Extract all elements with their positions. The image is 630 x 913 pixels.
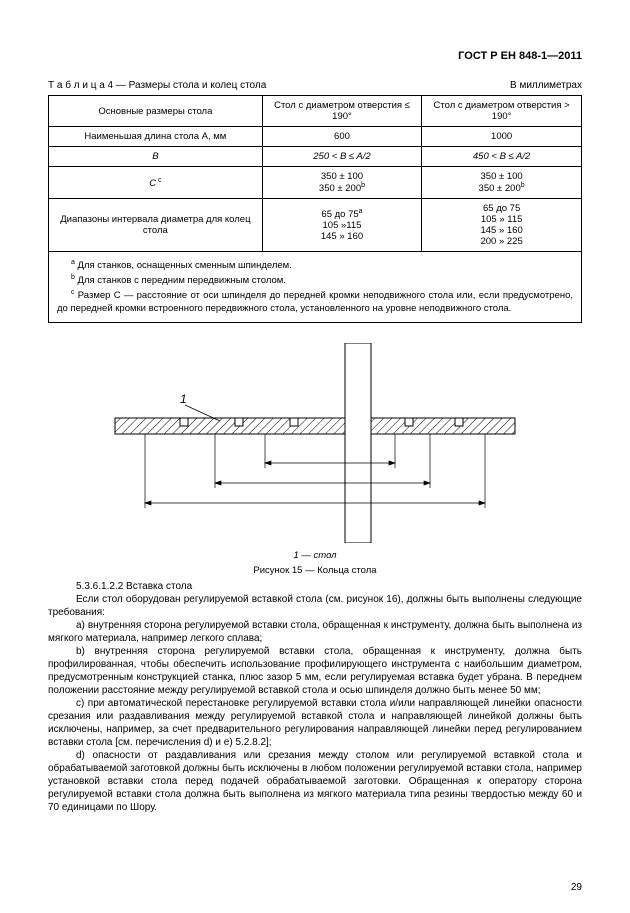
section-number: 5.3.6.1.2.2 Вставка стола <box>48 580 582 593</box>
table-title-row: Т а б л и ц а 4 — Размеры стола и колец … <box>48 80 582 91</box>
paragraph: b) внутренняя сторона регулируемой встав… <box>48 645 582 697</box>
document-id: ГОСТ Р ЕН 848-1—2011 <box>48 50 582 62</box>
table-label: Т а б л и ц а 4 — Размеры стола и колец … <box>48 80 266 91</box>
table-row: Диапазоны интервала диаметра для колец с… <box>49 199 582 252</box>
cell: 350 ± 100 350 ± 200b <box>262 167 421 199</box>
cell: 600 <box>262 127 421 147</box>
paragraph: a) внутренняя сторона регулируемой встав… <box>48 619 582 645</box>
cell: C c <box>49 167 263 199</box>
table-row: C c 350 ± 100 350 ± 200b 350 ± 100 350 ±… <box>49 167 582 199</box>
table-4: Основные размеры стола Стол с диаметром … <box>48 95 582 252</box>
table-row: Основные размеры стола Стол с диаметром … <box>49 96 582 127</box>
head-col2: Стол с диаметром отверстия > 190° <box>422 96 582 127</box>
table-row: B 250 < B ≤ A/2 450 < B ≤ A/2 <box>49 147 582 167</box>
paragraph: c) при автоматической перестановке регул… <box>48 697 582 749</box>
callout-1: 1 <box>180 392 187 406</box>
cell: Диапазоны интервала диаметра для колец с… <box>49 199 263 252</box>
page-number: 29 <box>571 882 582 893</box>
figure-caption: Рисунок 15 — Кольца стола <box>48 565 582 576</box>
cell: B <box>49 147 263 167</box>
cell: 350 ± 100 350 ± 200b <box>422 167 582 199</box>
cell: 1000 <box>422 127 582 147</box>
paragraph: Если стол оборудован регулируемой вставк… <box>48 593 582 619</box>
cell: 65 до 75a 105 »115 145 » 160 <box>262 199 421 252</box>
head-col0: Основные размеры стола <box>49 96 263 127</box>
cell: 250 < B ≤ A/2 <box>262 147 421 167</box>
cell: 65 до 75 105 » 115 145 » 160 200 » 225 <box>422 199 582 252</box>
table-notes: a Для станков, оснащенных сменным шпинде… <box>48 252 582 323</box>
table-row: Наименьшая длина стола A, мм 600 1000 <box>49 127 582 147</box>
cell: 450 < B ≤ A/2 <box>422 147 582 167</box>
figure-svg: 1 <box>85 343 545 543</box>
head-col1: Стол с диаметром отверстия ≤ 190° <box>262 96 421 127</box>
paragraph: d) опасности от раздавливания или срезан… <box>48 749 582 814</box>
table-units: В миллиметрах <box>510 80 582 91</box>
cell: Наименьшая длина стола A, мм <box>49 127 263 147</box>
figure-15: 1 1 — стол Рисунок 15 — Кольца стола <box>48 343 582 576</box>
figure-legend: 1 — стол <box>48 550 582 561</box>
